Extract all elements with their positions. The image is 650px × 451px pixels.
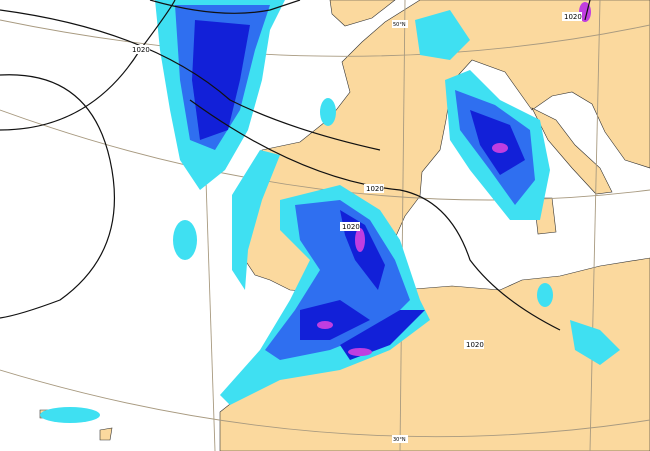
svg-text:1020: 1020 <box>132 46 150 54</box>
land-italy <box>531 107 613 195</box>
isobar-labels: 1020 1020 1020 1020 1020 <box>130 12 582 349</box>
isobar-label: 1020 <box>562 12 582 21</box>
isobar-label: 1020 <box>464 340 484 349</box>
isobar-label: 1020 <box>340 222 360 231</box>
isobar-label: 1020 <box>130 45 150 54</box>
land-uk <box>329 0 396 27</box>
svg-text:1020: 1020 <box>342 223 360 231</box>
svg-text:1020: 1020 <box>564 13 582 21</box>
latitude-labels: 50°N 30°N <box>392 20 408 443</box>
latitude-label-30n: 30°N <box>392 435 408 443</box>
latitude-label-50n: 50°N <box>392 20 408 28</box>
svg-text:50°N: 50°N <box>393 22 406 28</box>
svg-text:30°N: 30°N <box>393 437 406 443</box>
svg-text:1020: 1020 <box>366 185 384 193</box>
isobar-label: 1020 <box>364 184 384 193</box>
precipitation <box>40 0 620 423</box>
svg-text:1020: 1020 <box>466 341 484 349</box>
isobars <box>0 0 591 331</box>
